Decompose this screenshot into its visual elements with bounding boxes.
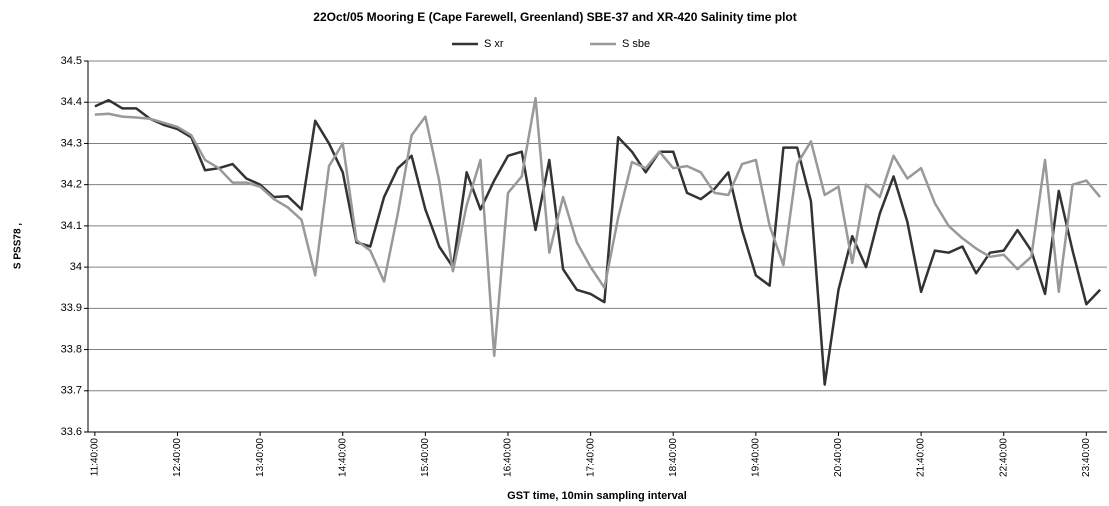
x-tick-label: 19:40:00	[750, 438, 761, 477]
y-tick-label: 33.6	[61, 426, 82, 438]
series-line	[94, 96, 1102, 357]
x-tick-label: 16:40:00	[503, 438, 514, 477]
x-tick-label: 20:40:00	[833, 438, 844, 477]
y-tick-label: 33.7	[61, 385, 82, 397]
y-tick-label: 34.4	[61, 96, 82, 108]
y-axis-title: S PSS78 ,	[13, 223, 24, 269]
x-tick-label: 14:40:00	[337, 438, 348, 477]
x-tick-label: 22:40:00	[998, 438, 1009, 477]
x-tick-label: 17:40:00	[585, 438, 596, 477]
legend-label: S xr	[484, 38, 504, 50]
x-tick-label: 11:40:00	[90, 438, 101, 477]
y-tick-label: 34.3	[61, 137, 82, 149]
y-tick-label: 34.1	[61, 220, 82, 232]
series-line	[94, 98, 1102, 386]
y-tick-label: 33.9	[61, 302, 82, 314]
y-tick-label: 33.8	[61, 343, 82, 355]
legend-label: S sbe	[622, 38, 650, 50]
x-tick-label: 23:40:00	[1081, 438, 1092, 477]
chart-title: 22Oct/05 Mooring E (Cape Farewell, Green…	[313, 10, 796, 24]
y-tick-label: 34	[70, 261, 82, 273]
x-axis-title: GST time, 10min sampling interval	[507, 490, 687, 502]
x-tick-label: 13:40:00	[255, 438, 266, 477]
x-tick-label: 12:40:00	[172, 438, 183, 477]
x-tick-label: 15:40:00	[420, 438, 431, 477]
x-tick-label: 18:40:00	[668, 438, 679, 477]
x-tick-label: 21:40:00	[916, 438, 927, 477]
y-tick-label: 34.2	[61, 179, 82, 191]
y-tick-label: 34.5	[61, 55, 82, 67]
